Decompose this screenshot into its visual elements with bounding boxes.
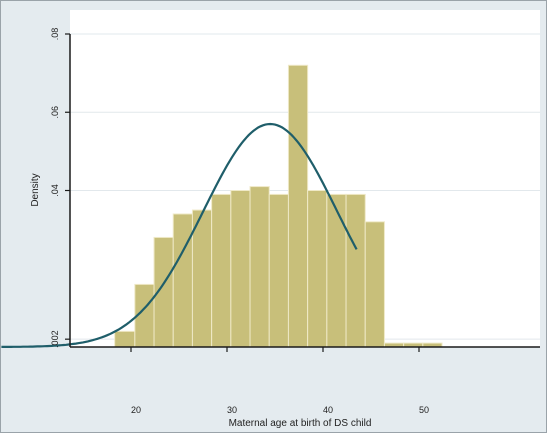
histogram-bar-0 bbox=[114, 330, 136, 348]
axis-ticks: 20 30 40 50 .002 .04 .06 .08 bbox=[50, 28, 429, 415]
histogram-bar-13 bbox=[364, 221, 385, 348]
histogram-bar-7 bbox=[249, 186, 270, 348]
histogram-bar-9 bbox=[287, 64, 309, 348]
x-tick-label-1: 30 bbox=[227, 405, 237, 415]
histogram-bar-3 bbox=[172, 213, 193, 348]
x-tick-label-2: 40 bbox=[323, 405, 333, 415]
histogram-bar-6 bbox=[230, 190, 251, 348]
histogram-bar-11 bbox=[326, 193, 347, 348]
histogram-bar-4 bbox=[191, 209, 213, 348]
x-tick-label-0: 20 bbox=[131, 405, 141, 415]
x-axis-title: Maternal age at birth of DS child bbox=[229, 418, 372, 429]
y-axis-title: Density bbox=[30, 173, 41, 206]
histogram-bar-12 bbox=[345, 193, 366, 348]
x-tick-label-3: 50 bbox=[419, 405, 429, 415]
density-curve bbox=[1, 122, 358, 348]
y-tick-label-1: .04 bbox=[50, 184, 60, 197]
y-tick-label-0: .002 bbox=[50, 330, 60, 348]
y-tick-label-2: .06 bbox=[50, 106, 60, 119]
histogram-bar-5 bbox=[211, 193, 232, 348]
histogram-bars bbox=[114, 64, 443, 348]
histogram-bar-8 bbox=[268, 193, 289, 348]
y-tick-label-3: .08 bbox=[50, 28, 60, 41]
histogram-bar-10 bbox=[307, 190, 328, 348]
normal-density-line bbox=[1, 122, 358, 348]
